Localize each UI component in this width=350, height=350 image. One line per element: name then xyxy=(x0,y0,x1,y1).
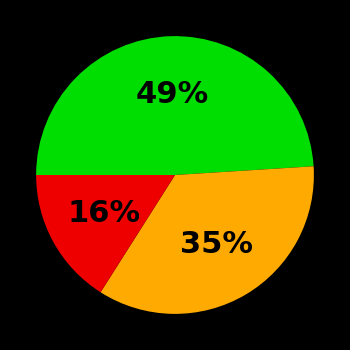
Text: 16%: 16% xyxy=(68,199,141,228)
Text: 49%: 49% xyxy=(136,80,209,109)
Text: 35%: 35% xyxy=(180,230,252,259)
Wedge shape xyxy=(36,175,175,292)
Wedge shape xyxy=(36,36,314,175)
Wedge shape xyxy=(100,166,314,314)
